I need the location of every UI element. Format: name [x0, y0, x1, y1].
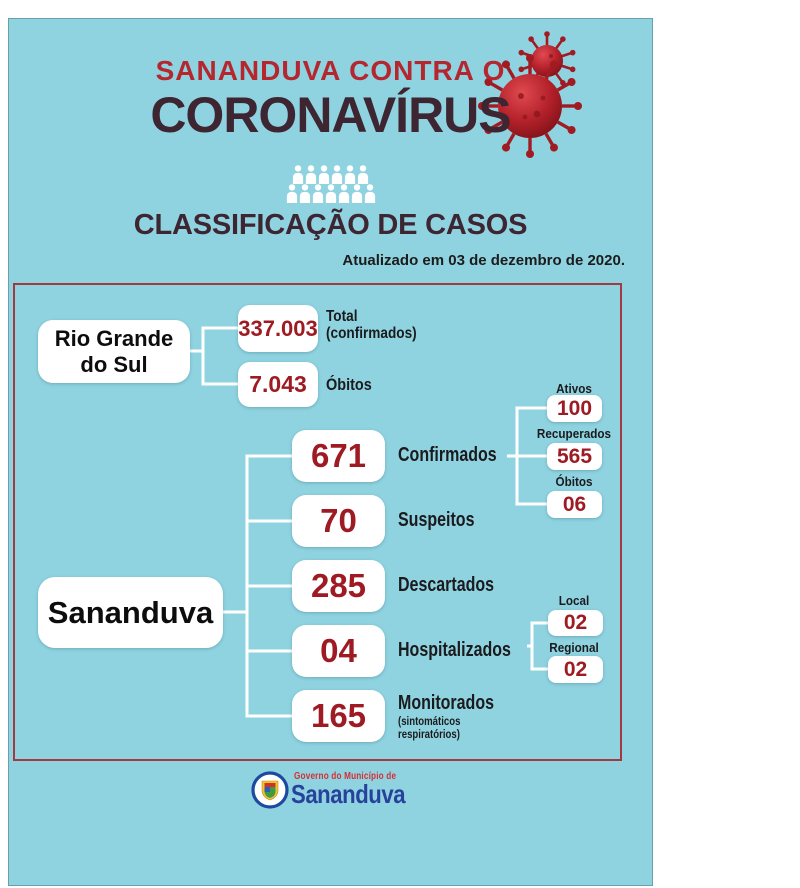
region-name-line1: Rio Grande — [54, 326, 174, 352]
crowd-people-icon — [8, 165, 653, 203]
stat-value: 7.043 — [249, 371, 307, 397]
stat-label-confirmados: Confirmados — [398, 444, 497, 466]
person-icon — [364, 184, 375, 203]
stat-label: Monitorados — [398, 692, 494, 714]
breakdown-value: 06 — [562, 492, 587, 516]
breakdown-value: 02 — [563, 611, 588, 634]
stat-box-rs-obitos: 7.043 — [238, 362, 318, 407]
person-icon — [299, 184, 310, 203]
region-box-sananduva: Sananduva — [38, 577, 223, 648]
coronavirus-icon — [476, 29, 584, 160]
person-icon — [318, 165, 330, 184]
person-icon — [305, 165, 317, 184]
stat-sublabel-line2: respiratórios) — [398, 727, 460, 741]
updated-date: Atualizado em 03 de dezembro de 2020. — [342, 252, 625, 269]
stat-value: 165 — [310, 697, 367, 734]
stat-label-rs-obitos: Óbitos — [326, 376, 372, 393]
stat-value: 337.003 — [238, 315, 318, 341]
breakdown-label-obitos: Óbitos — [555, 474, 593, 489]
person-icon — [338, 184, 349, 203]
stat-box-rs-total: 337.003 — [238, 305, 318, 352]
stat-box-monitorados: 165 — [292, 690, 385, 742]
stat-value: 671 — [310, 437, 367, 474]
breakdown-label-recuperados: Recuperados — [536, 426, 612, 441]
breakdown-box-ativos: 100 — [547, 395, 602, 422]
breakdown-box-obitos: 06 — [547, 491, 602, 518]
person-icon — [357, 165, 369, 184]
stat-label-suspeitos: Suspeitos — [398, 509, 475, 531]
person-icon — [292, 165, 304, 184]
page-title-line1: SANANDUVA CONTRA O — [155, 55, 506, 86]
region-name-line2: do Sul — [80, 351, 148, 377]
stat-label-line1: Total — [326, 308, 358, 325]
person-icon — [312, 184, 323, 203]
crowd-row — [286, 184, 376, 203]
breakdown-label-regional: Regional — [549, 640, 599, 655]
region-name: Sananduva — [47, 594, 214, 630]
stat-value: 70 — [320, 502, 357, 539]
footer-logo-line2: Sananduva — [291, 779, 406, 809]
person-icon — [344, 165, 356, 184]
crowd-row — [292, 165, 369, 184]
breakdown-label-ativos: Ativos — [556, 381, 592, 396]
stat-box-suspeitos: 70 — [292, 495, 385, 547]
stat-box-confirmados: 671 — [292, 430, 385, 482]
stat-label-descartados: Descartados — [398, 574, 495, 596]
section-heading: CLASSIFICAÇÃO DE CASOS — [133, 209, 528, 241]
breakdown-label-local: Local — [558, 593, 590, 608]
stat-label-line2: (confirmados) — [326, 325, 417, 342]
region-box-rio-grande: Rio Grande do Sul — [38, 320, 190, 383]
breakdown-value: 02 — [563, 657, 588, 681]
person-icon — [331, 165, 343, 184]
person-icon — [351, 184, 362, 203]
stat-label-rs-total: Total (confirmados) — [326, 308, 417, 342]
stat-label-monitorados: Monitorados (sintomáticos respiratórios) — [398, 692, 518, 741]
breakdown-value: 565 — [556, 444, 593, 468]
breakdown-box-regional: 02 — [548, 656, 603, 683]
stat-sublabel-line1: (sintomáticos — [398, 714, 461, 728]
stat-value: 285 — [310, 567, 367, 604]
breakdown-box-local: 02 — [548, 610, 603, 636]
stat-value: 04 — [320, 632, 357, 669]
stat-label-line1: Óbitos — [326, 375, 372, 394]
person-icon — [286, 184, 297, 203]
breakdown-box-recuperados: 565 — [547, 443, 602, 470]
breakdown-value: 100 — [556, 396, 593, 420]
stat-box-hospitalizados: 04 — [292, 625, 385, 677]
person-icon — [325, 184, 336, 203]
stat-box-descartados: 285 — [292, 560, 385, 612]
stat-label-hospitalizados: Hospitalizados — [398, 639, 511, 661]
footer-logo-line1: Governo do Município de — [294, 771, 397, 782]
page-title-line2: CORONAVÍRUS — [150, 87, 511, 143]
stats-frame — [13, 283, 622, 761]
municipal-crest-icon — [251, 771, 289, 809]
